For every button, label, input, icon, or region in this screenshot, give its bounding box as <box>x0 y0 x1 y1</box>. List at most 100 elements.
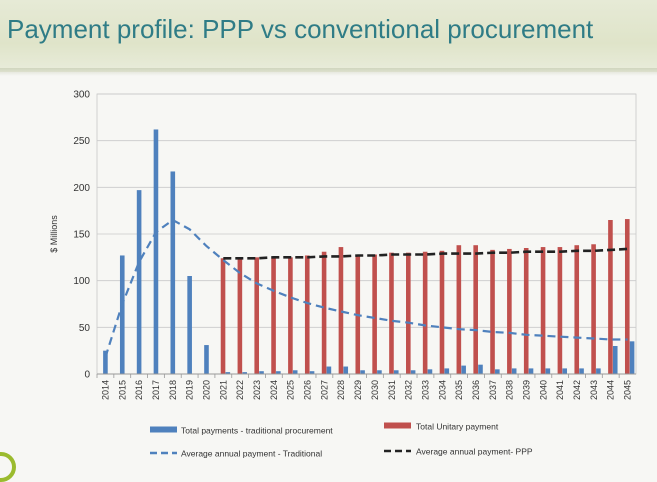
x-tick-label: 2033 <box>420 380 430 400</box>
x-tick-label: 2025 <box>286 380 296 400</box>
x-tick-label: 2026 <box>303 380 313 400</box>
slide-header <box>0 0 657 72</box>
bar-traditional <box>242 372 247 374</box>
bar-unitary <box>304 255 310 374</box>
y-tick-label: 50 <box>79 323 91 334</box>
bar-unitary <box>220 258 226 374</box>
y-tick-label: 250 <box>73 136 90 147</box>
x-tick-label: 2044 <box>606 380 616 400</box>
bar-traditional <box>153 129 159 374</box>
bar-unitary <box>574 245 580 374</box>
x-tick-label: 2016 <box>134 380 144 400</box>
bar-unitary <box>237 257 243 374</box>
x-tick-label: 2019 <box>185 380 195 400</box>
bar-traditional <box>292 370 298 374</box>
bar-unitary <box>523 248 529 374</box>
legend-avg-traditional: Average annual payment - Traditional <box>150 449 322 459</box>
x-tick-label: 2022 <box>235 380 245 400</box>
x-tick-label: 2024 <box>269 380 279 400</box>
legend-avg-traditional-label: Average annual payment - Traditional <box>181 449 322 459</box>
legend-traditional: Total payments - traditional procurement <box>150 426 333 436</box>
bar-traditional <box>377 370 382 374</box>
y-tick-label: 100 <box>73 276 90 287</box>
bar-traditional <box>276 371 281 374</box>
bar-traditional <box>326 366 332 374</box>
x-tick-label: 2045 <box>623 380 633 400</box>
legend-avg-ppp: Average annual payment- PPP <box>384 447 533 457</box>
bar-traditional <box>511 368 517 374</box>
bar-traditional <box>596 368 601 374</box>
bar-traditional <box>579 368 584 374</box>
bar-unitary <box>271 257 276 374</box>
bar-unitary <box>372 254 377 374</box>
x-tick-label: 2017 <box>151 380 161 400</box>
legend-unitary-label: Total Unitary payment <box>416 422 499 432</box>
bar-unitary <box>540 247 546 374</box>
x-tick-label: 2039 <box>522 380 532 400</box>
bar-unitary <box>338 247 344 374</box>
bar-traditional <box>444 368 450 374</box>
bar-traditional <box>478 364 483 374</box>
x-tick-label: 2038 <box>505 380 515 400</box>
bar-traditional <box>187 276 192 374</box>
bar-unitary <box>490 249 495 374</box>
y-tick-label: 200 <box>73 183 90 194</box>
bar-traditional <box>343 366 349 374</box>
y-tick-label: 150 <box>73 230 90 241</box>
x-tick-label: 2027 <box>319 380 329 400</box>
bar-unitary <box>254 257 260 374</box>
bar-traditional <box>629 341 635 374</box>
bar-traditional <box>612 346 618 374</box>
bar-traditional <box>103 350 108 374</box>
bar-traditional <box>545 368 551 374</box>
bar-traditional <box>495 369 500 374</box>
x-tick-label: 2028 <box>336 380 346 400</box>
x-tick-label: 2021 <box>218 380 228 400</box>
bar-traditional <box>427 369 433 374</box>
bar-unitary <box>557 247 563 374</box>
x-tick-label: 2020 <box>201 380 211 400</box>
bar-unitary <box>288 257 293 374</box>
y-tick-label: 0 <box>84 370 90 381</box>
x-tick-label: 2037 <box>488 380 498 400</box>
x-tick-label: 2029 <box>353 380 363 400</box>
bar-traditional <box>170 171 176 374</box>
x-tick-label: 2036 <box>471 380 481 400</box>
bar-unitary <box>439 250 445 374</box>
bar-traditional <box>461 365 466 374</box>
x-tick-label: 2043 <box>589 380 599 400</box>
x-tick-label: 2015 <box>117 380 127 400</box>
bar-traditional <box>119 255 125 374</box>
bar-unitary <box>608 220 613 374</box>
bar-unitary <box>456 245 462 374</box>
x-tick-label: 2023 <box>252 380 262 400</box>
bar-traditional <box>259 371 264 374</box>
bar-traditional <box>393 370 399 374</box>
slide-title: Payment profile: PPP vs conventional pro… <box>7 14 594 44</box>
bar-traditional <box>225 372 231 374</box>
bar-unitary <box>406 252 411 374</box>
bar-traditional <box>562 368 568 374</box>
bar-traditional <box>528 368 534 374</box>
bar-traditional <box>410 370 416 374</box>
x-tick-label: 2030 <box>370 380 380 400</box>
line-average-ppp <box>223 247 628 260</box>
legend-avg-ppp-label: Average annual payment- PPP <box>416 447 533 457</box>
bar-traditional <box>204 345 209 374</box>
x-tick-label: 2041 <box>555 380 565 400</box>
bar-traditional <box>360 370 365 374</box>
line-average-traditional <box>104 218 628 358</box>
y-tick-label: 300 <box>73 90 90 101</box>
x-tick-label: 2014 <box>100 380 110 400</box>
x-tick-label: 2040 <box>538 380 548 400</box>
bar-unitary <box>422 251 428 374</box>
legend-traditional-label: Total payments - traditional procurement <box>181 426 333 436</box>
bar-unitary <box>507 248 512 374</box>
x-tick-label: 2035 <box>454 380 464 400</box>
bar-unitary <box>473 245 478 374</box>
legend-unitary-swatch <box>384 422 411 429</box>
x-tick-label: 2031 <box>387 380 397 400</box>
header-shade <box>0 68 657 76</box>
legend-traditional-swatch <box>150 426 177 433</box>
